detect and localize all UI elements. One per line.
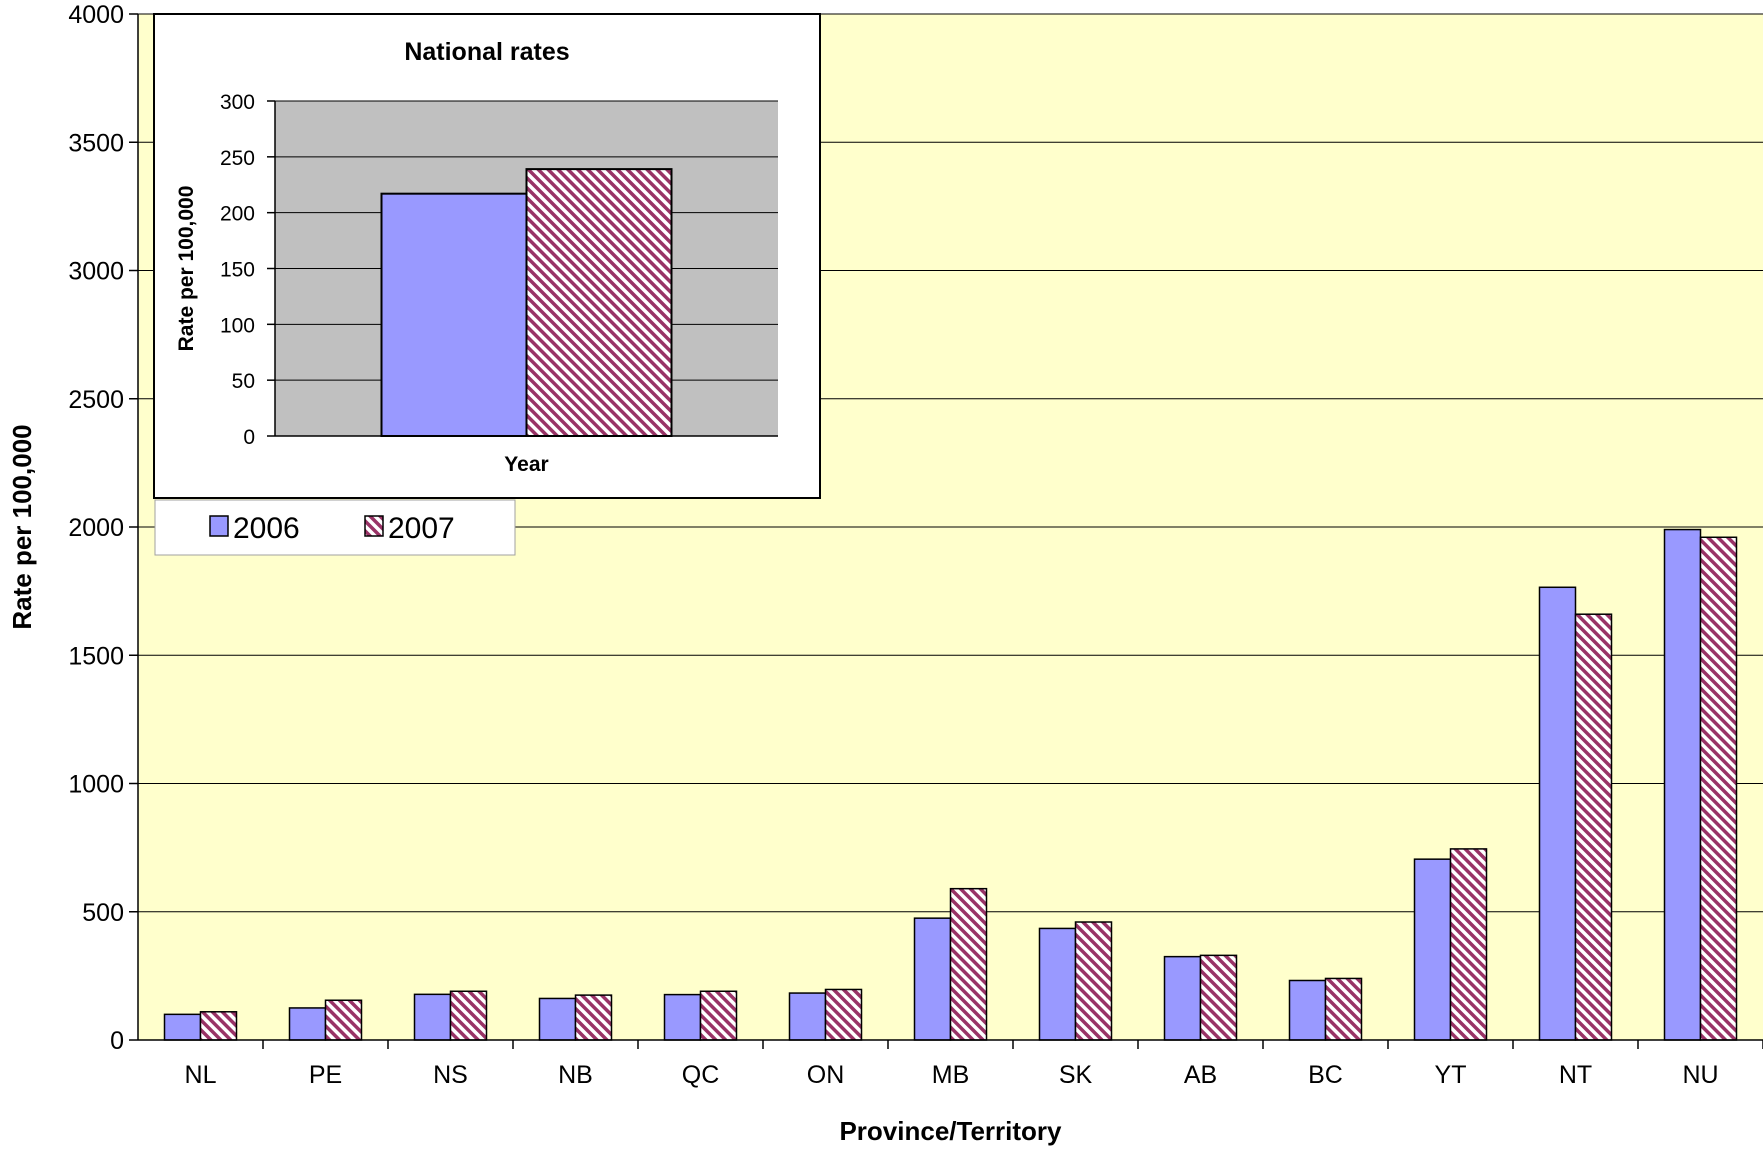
inset-y-tick-label: 200 <box>220 203 255 226</box>
bar-2006-NS <box>413 993 452 1041</box>
axes <box>129 13 1763 1049</box>
x-tick-labels: NL PE NS NB QC ON MB SK AB BC YT NT NU <box>185 1061 1719 1089</box>
bar-2007-AB <box>1199 954 1238 1041</box>
x-tick-label-BC: BC <box>1308 1061 1343 1089</box>
y-tick-label: 4000 <box>68 1 124 29</box>
bar-2007-SK <box>1074 921 1113 1041</box>
bar-2007-PE <box>324 999 363 1041</box>
inset-chart-national-rates: National rates 0 50 100 150 200 250 300 Year R… <box>153 13 821 499</box>
y-tick-label: 500 <box>82 899 124 927</box>
x-tick-label-ON: ON <box>807 1061 845 1089</box>
inset-bar-group <box>380 168 673 437</box>
bar-2006-ON <box>788 992 827 1041</box>
y-tick-label: 0 <box>110 1027 124 1055</box>
bar-2007-YT <box>1449 848 1488 1041</box>
bar-2007-NB <box>574 994 613 1041</box>
x-tick-label-SK: SK <box>1059 1061 1093 1089</box>
y-tick-label: 1000 <box>68 771 124 799</box>
y-tick-label: 1500 <box>68 642 124 670</box>
bar-2006-SK <box>1038 927 1077 1041</box>
inset-y-tick-label: 150 <box>220 259 255 282</box>
x-tick-label-NS: NS <box>433 1061 468 1089</box>
x-tick-label-AB: AB <box>1184 1061 1217 1089</box>
bar-2006-QC <box>663 993 702 1041</box>
y-tick-label: 2500 <box>68 386 124 414</box>
inset-y-tick-label: 0 <box>243 426 255 449</box>
bar-2006-YT <box>1413 858 1452 1041</box>
bar-2007-BC <box>1324 977 1363 1041</box>
legend: 2006 2007 <box>154 499 516 556</box>
legend-label-2007: 2007 <box>388 512 455 545</box>
bar-2007-NU <box>1699 536 1738 1041</box>
y-axis-title: Rate per 100,000 <box>7 424 37 629</box>
y-tick-label: 2000 <box>68 514 124 542</box>
y-tick-labels: 0 500 1000 1500 2000 2500 3000 3500 4000 <box>68 1 124 1055</box>
y-tick-label: 3000 <box>68 258 124 286</box>
inset-bar-2006 <box>380 192 528 437</box>
x-axis-title: Province/Territory <box>839 1116 1062 1146</box>
x-tick-label-QC: QC <box>682 1061 720 1089</box>
inset-y-tick-label: 250 <box>220 147 255 170</box>
bar-2007-QC <box>699 990 738 1041</box>
bar-2006-PE <box>288 1007 327 1041</box>
legend-swatch-2006 <box>209 515 229 537</box>
bar-2006-NU <box>1663 528 1702 1041</box>
inset-bar-2007 <box>525 168 673 437</box>
x-tick-label-YT: YT <box>1435 1061 1467 1089</box>
bar-2006-NL <box>163 1013 202 1041</box>
inset-y-tick-label: 300 <box>220 91 255 114</box>
bar-2007-NL <box>199 1011 238 1041</box>
x-tick-label-NL: NL <box>185 1061 217 1089</box>
legend-swatch-2007 <box>364 515 384 537</box>
bar-2006-AB <box>1163 955 1202 1041</box>
x-tick-label-PE: PE <box>309 1061 342 1089</box>
bar-2006-NT <box>1538 586 1577 1041</box>
x-tick-label-MB: MB <box>932 1061 970 1089</box>
legend-box <box>154 499 516 556</box>
inset-x-axis-title: Year <box>504 453 548 476</box>
inset-y-tick-label: 50 <box>232 370 255 393</box>
x-tick-label-NT: NT <box>1559 1061 1592 1089</box>
inset-y-axis-title: Rate per 100,000 <box>175 186 198 352</box>
inset-chart-title: National rates <box>404 38 569 66</box>
y-tick-label: 3500 <box>68 129 124 157</box>
bar-2007-MB <box>949 887 988 1041</box>
bar-2007-NS <box>449 990 488 1041</box>
bar-2006-NB <box>538 997 577 1041</box>
x-tick-label-NB: NB <box>558 1061 593 1089</box>
bar-2006-BC <box>1288 979 1327 1041</box>
inset-y-tick-labels: 0 50 100 150 200 250 300 <box>220 91 255 449</box>
bar-2006-MB <box>913 917 952 1041</box>
inset-y-tick-label: 100 <box>220 314 255 337</box>
bar-2007-NT <box>1574 613 1613 1041</box>
x-tick-label-NU: NU <box>1682 1061 1718 1089</box>
legend-label-2006: 2006 <box>233 512 300 545</box>
bar-2007-ON <box>824 988 863 1041</box>
inset-axes <box>267 100 778 437</box>
